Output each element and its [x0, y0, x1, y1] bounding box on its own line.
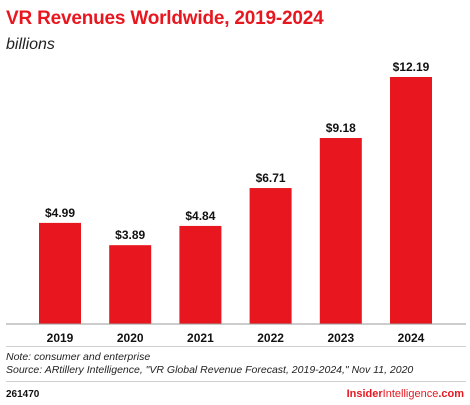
bar-2023 [319, 137, 362, 324]
footer-divider [6, 346, 466, 347]
footer-divider-bottom [6, 381, 466, 382]
chart-title: VR Revenues Worldwide, 2019-2024 [6, 8, 324, 29]
bar-2019 [39, 222, 81, 324]
brand-part-insider: Insider [346, 388, 383, 400]
brand-part-intelligence: Intelligence [382, 388, 439, 400]
data-label-2023: $9.18 [326, 121, 356, 135]
x-tick-label-2022: 2022 [257, 331, 284, 345]
bar-2024 [390, 77, 432, 324]
data-label-2019: $4.99 [45, 206, 75, 220]
x-tick-label-2024: 2024 [398, 331, 425, 345]
footnote-source: Source: ARtillery Intelligence, "VR Glob… [6, 364, 414, 376]
brand-logo: InsiderIntelligence.com [347, 388, 464, 400]
bar-2020 [109, 245, 152, 324]
x-tick-label-2019: 2019 [47, 331, 74, 345]
bar-2021 [179, 225, 222, 324]
x-tick-label-2023: 2023 [327, 331, 354, 345]
x-tick-label-2021: 2021 [187, 331, 214, 345]
x-tick-label-2020: 2020 [117, 331, 144, 345]
chart-subtitle: billions [6, 36, 55, 53]
data-label-2022: $6.71 [256, 171, 286, 185]
footnote-note: Note: consumer and enterprise [6, 351, 151, 363]
bar-2022 [249, 188, 292, 324]
brand-part-domain: .com [438, 388, 464, 400]
data-label-2024: $12.19 [393, 60, 430, 74]
chart-id: 261470 [6, 389, 40, 400]
data-label-2020: $3.89 [115, 228, 145, 242]
data-label-2021: $4.84 [185, 209, 215, 223]
